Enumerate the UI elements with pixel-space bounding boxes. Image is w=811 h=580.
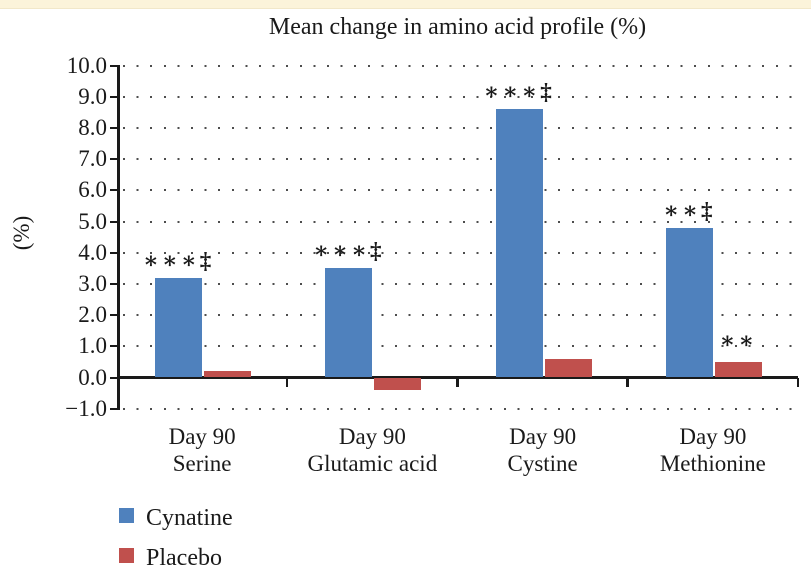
x-category-label-line1: Day 90 xyxy=(168,424,236,449)
y-tick xyxy=(110,407,118,410)
x-category-label: Day 90 Methionine xyxy=(623,423,803,477)
x-category-tick xyxy=(285,377,289,387)
y-tick-label: 3.0 xyxy=(78,270,107,296)
gridline xyxy=(123,95,792,98)
bar-placebo-3 xyxy=(714,361,762,378)
bar-cynatine-3 xyxy=(665,227,713,378)
y-tick-label: 8.0 xyxy=(78,114,107,140)
y-tick xyxy=(110,345,118,348)
top-border-strip xyxy=(0,0,811,9)
legend-swatch-placebo xyxy=(119,548,134,563)
legend-label-cynatine: Cynatine xyxy=(146,505,233,531)
x-category-label-line2: Cystine xyxy=(507,451,578,476)
legend-swatch-cynatine xyxy=(119,508,134,523)
gridline xyxy=(123,64,792,67)
y-axis-line xyxy=(117,64,120,410)
y-tick-label: 4.0 xyxy=(78,239,107,265)
x-category-label-line2: Serine xyxy=(172,451,232,476)
y-tick xyxy=(110,314,118,317)
y-tick xyxy=(110,158,118,161)
y-tick xyxy=(110,189,118,192)
x-category-label-line2: Methionine xyxy=(659,451,766,476)
gridline xyxy=(123,220,792,223)
y-tick-label: 1.0 xyxy=(78,333,107,359)
x-category-label-line1: Day 90 xyxy=(679,424,747,449)
significance-annotation: ∗∗∗‡ xyxy=(483,79,555,105)
significance-annotation: ∗∗∗‡ xyxy=(313,238,385,264)
significance-annotation: ∗∗∗‡ xyxy=(143,247,215,273)
y-tick-label: 7.0 xyxy=(78,146,107,172)
legend-label-placebo: Placebo xyxy=(146,545,222,571)
x-category-label: Day 90 Glutamic acid xyxy=(282,423,462,477)
x-category-tick xyxy=(456,377,459,387)
chart-title: Mean change in amino acid profile (%) xyxy=(268,14,647,40)
y-tick-label: 0.0 xyxy=(78,364,107,390)
y-tick xyxy=(110,95,118,98)
y-tick xyxy=(110,282,118,285)
x-category-label: Day 90 Serine xyxy=(112,423,292,477)
y-tick-label: 6.0 xyxy=(78,177,107,203)
significance-annotation: ∗∗ xyxy=(719,327,758,353)
y-tick xyxy=(110,220,118,223)
gridline xyxy=(123,189,792,192)
y-tick xyxy=(110,126,118,129)
bar-placebo-0 xyxy=(204,371,252,378)
significance-annotation: ∗∗‡ xyxy=(663,197,716,223)
y-tick-label: 10.0 xyxy=(66,52,107,78)
x-category-label-line1: Day 90 xyxy=(338,424,406,449)
gridline xyxy=(123,345,792,348)
gridline xyxy=(123,251,792,254)
y-tick-label: 2.0 xyxy=(78,302,107,328)
gridline xyxy=(123,282,792,285)
x-category-tick xyxy=(796,377,799,387)
y-tick-label: −1.0 xyxy=(65,395,107,421)
bar-cynatine-0 xyxy=(155,277,203,378)
bar-cynatine-2 xyxy=(495,109,543,378)
bar-placebo-1 xyxy=(374,377,422,390)
bar-placebo-2 xyxy=(544,358,592,378)
x-category-label: Day 90 Cystine xyxy=(453,423,633,477)
y-tick xyxy=(110,251,118,254)
y-tick xyxy=(110,64,118,67)
gridline xyxy=(123,407,792,410)
y-tick-label: 5.0 xyxy=(78,208,107,234)
gridline xyxy=(123,126,792,129)
y-tick-label: 9.0 xyxy=(78,83,107,109)
x-category-label-line1: Day 90 xyxy=(509,424,577,449)
y-tick xyxy=(110,376,118,379)
bar-cynatine-1 xyxy=(325,268,373,378)
gridline xyxy=(123,314,792,317)
x-category-tick xyxy=(626,377,629,387)
gridline xyxy=(123,158,792,161)
x-category-label-line2: Glutamic acid xyxy=(307,451,438,476)
